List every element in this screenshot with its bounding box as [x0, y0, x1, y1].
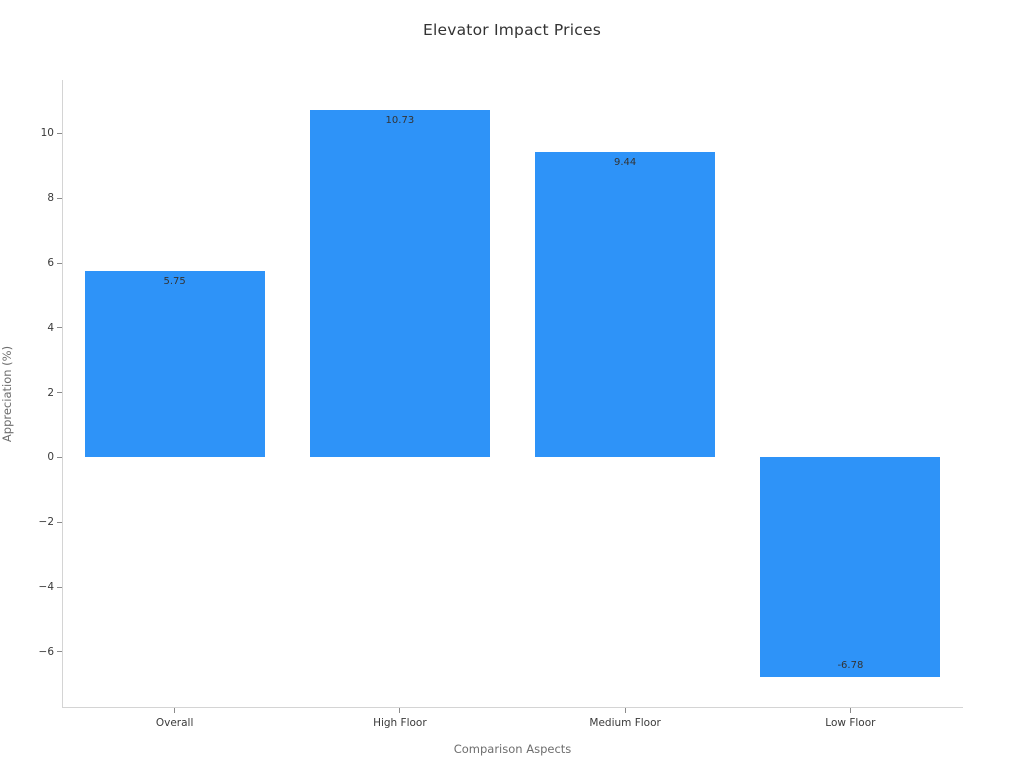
bar-overall	[84, 271, 265, 458]
x-axis-title: Comparison Aspects	[453, 742, 572, 756]
bar-value-label: 5.75	[163, 276, 186, 288]
y-tick-label: 8	[47, 192, 54, 205]
y-tick	[57, 327, 62, 329]
y-tick-label: 2	[47, 386, 54, 399]
x-tick-label-high-floor: High Floor	[373, 717, 427, 729]
bar-low-floor	[760, 457, 941, 678]
x-tick	[849, 708, 851, 713]
x-tick	[174, 708, 176, 713]
bar-medium-floor	[535, 151, 716, 458]
bar-value-label: -6.78	[837, 660, 864, 672]
plot-area: −6 −4 −2 0 2 4 6 8 10 5.75 10.73 9.44 -6.78 Overall…	[39, 80, 963, 729]
bar-high-floor	[309, 109, 490, 458]
x-tick-label-overall: Overall	[155, 717, 194, 729]
y-tick-label: 10	[40, 127, 54, 140]
y-axis-title: Appreciation (%)	[0, 345, 14, 443]
y-tick-label: 4	[47, 321, 54, 334]
x-tick-label-medium-floor: Medium Floor	[589, 717, 661, 729]
y-tick	[57, 456, 62, 458]
y-tick	[57, 651, 62, 653]
y-tick	[57, 197, 62, 199]
y-tick	[57, 392, 62, 394]
y-tick-label: 6	[47, 257, 54, 270]
y-tick	[57, 262, 62, 264]
x-tick-label-low-floor: Low Floor	[825, 717, 876, 729]
y-tick-label: −6	[38, 645, 54, 658]
y-tick-label: −4	[38, 581, 54, 594]
x-tick	[624, 708, 626, 713]
y-tick	[57, 586, 62, 588]
x-tick	[399, 708, 401, 713]
y-axis-line	[62, 80, 63, 707]
y-tick	[57, 521, 62, 523]
y-tick-label: 0	[47, 451, 54, 464]
bar-value-label: 9.44	[613, 156, 637, 168]
y-tick	[57, 132, 62, 134]
bar-value-label: 10.73	[385, 114, 415, 126]
y-tick-label: −2	[38, 516, 54, 529]
x-axis-line	[62, 707, 963, 708]
chart-title: Elevator Impact Prices	[423, 21, 601, 39]
